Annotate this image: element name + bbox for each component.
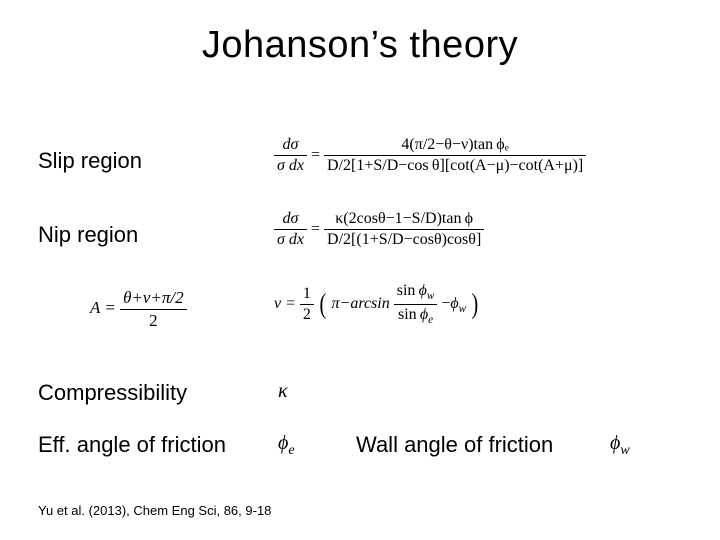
citation: Yu et al. (2013), Chem Eng Sci, 86, 9-18 bbox=[38, 503, 271, 518]
nip-lhs-den: σ dx bbox=[274, 230, 307, 249]
slip-rhs-num: 4(π/2−θ−ν)tan ϕₑ bbox=[324, 136, 586, 156]
nu-half-frac: 1 2 bbox=[300, 285, 314, 325]
formula-A: A = θ+ν+π/2 2 bbox=[90, 288, 187, 330]
nu-inner-suffix: −ϕw bbox=[441, 295, 466, 312]
nu-inner-den: sin ϕe bbox=[394, 305, 438, 327]
slide: Johanson’s theory Slip region dσ σ dx = … bbox=[0, 0, 720, 540]
label-eff-friction: Eff. angle of friction bbox=[38, 432, 226, 458]
label-slip-region: Slip region bbox=[38, 148, 142, 174]
equals: = bbox=[311, 147, 324, 164]
nip-rhs-num: κ(2cosθ−1−S/D)tan ϕ bbox=[324, 210, 484, 230]
nip-lhs-frac: dσ σ dx bbox=[274, 210, 307, 250]
symbol-phi-w: ϕw bbox=[610, 432, 630, 459]
nu-inner-prefix: π−arcsin bbox=[332, 295, 390, 312]
rparen-icon: ) bbox=[472, 293, 479, 316]
formula-nu: ν = 1 2 ( π−arcsin sin ϕw sin ϕe −ϕw ) bbox=[274, 282, 480, 327]
A-den: 2 bbox=[120, 310, 187, 331]
nu-inner-frac: sin ϕw sin ϕe bbox=[394, 282, 438, 327]
A-lhs: A = bbox=[90, 298, 116, 317]
equals: = bbox=[311, 221, 324, 238]
formula-nip: dσ σ dx = κ(2cosθ−1−S/D)tan ϕ D/2[(1+S/D… bbox=[274, 210, 484, 250]
A-num: θ+ν+π/2 bbox=[120, 288, 187, 310]
formula-slip: dσ σ dx = 4(π/2−θ−ν)tan ϕₑ D/2[1+S/D−cos… bbox=[274, 136, 586, 176]
symbol-kappa: κ bbox=[278, 380, 288, 403]
slip-lhs-frac: dσ σ dx bbox=[274, 136, 307, 176]
lparen-icon: ( bbox=[319, 293, 326, 316]
A-frac: θ+ν+π/2 2 bbox=[120, 288, 187, 330]
slip-rhs-den: D/2[1+S/D−cos θ][cot(A−μ)−cot(A+μ)] bbox=[324, 156, 586, 175]
slip-lhs-num: dσ bbox=[274, 136, 307, 156]
label-compressibility: Compressibility bbox=[38, 380, 187, 406]
nip-rhs-frac: κ(2cosθ−1−S/D)tan ϕ D/2[(1+S/D−cosθ)cosθ… bbox=[324, 210, 484, 250]
nip-rhs-den: D/2[(1+S/D−cosθ)cosθ] bbox=[324, 230, 484, 249]
nu-inner-num: sin ϕw bbox=[394, 282, 438, 305]
label-wall-friction: Wall angle of friction bbox=[356, 432, 553, 458]
slip-lhs-den: σ dx bbox=[274, 156, 307, 175]
nu-half-num: 1 bbox=[300, 285, 314, 305]
nu-lhs: ν = bbox=[274, 295, 296, 312]
nip-lhs-num: dσ bbox=[274, 210, 307, 230]
page-title: Johanson’s theory bbox=[0, 24, 720, 67]
label-nip-region: Nip region bbox=[38, 222, 138, 248]
symbol-phi-e: ϕe bbox=[278, 432, 295, 459]
nu-half-den: 2 bbox=[300, 305, 314, 324]
slip-rhs-frac: 4(π/2−θ−ν)tan ϕₑ D/2[1+S/D−cos θ][cot(A−… bbox=[324, 136, 586, 176]
